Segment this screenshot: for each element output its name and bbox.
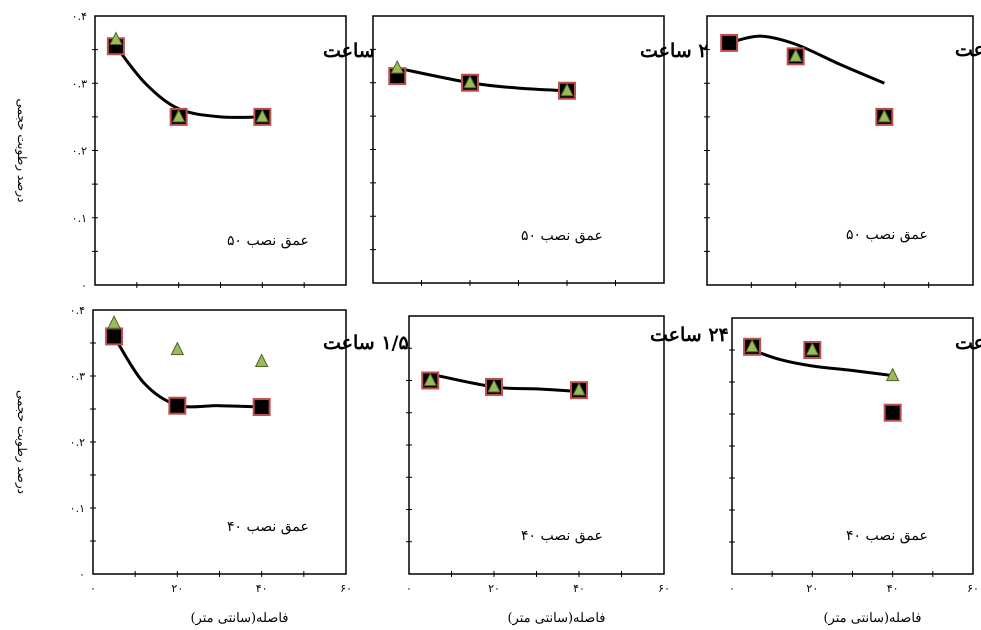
chart-panel-4: ۰ ۰.۱ ۰.۲ ۰.۳ ۰.۴ ۰ ۲۰ ۴۰ ۶۰ درصد رطوبت حجمی فاصله… <box>15 304 409 626</box>
square-marker <box>105 327 124 346</box>
plot-frame <box>372 15 665 284</box>
panel-note: عمق نصب ۴۰ <box>227 519 309 535</box>
triangle-marker <box>877 108 892 123</box>
y-tick-label: ۰.۳ <box>72 77 87 90</box>
triangle-marker <box>805 341 820 356</box>
y-tick-label: ۰.۲ <box>72 145 87 158</box>
plot-frame <box>408 315 665 575</box>
x-axis-label: فاصله(سانتی متر) <box>190 611 288 626</box>
panel-title: ۶ ساعت <box>955 332 981 354</box>
y-tick-label: ۰.۱ <box>72 212 87 225</box>
panel-note: عمق نصب ۵۰ <box>227 233 309 249</box>
panel-title: ۶ساعت <box>955 39 981 61</box>
panel-note: عمق نصب ۵۰ <box>846 227 928 243</box>
x-tick-label: ۴۰ <box>887 582 899 595</box>
x-tick-label: ۰ <box>729 582 735 595</box>
x-tick-label: ۴۰ <box>573 582 585 595</box>
y-tick-label: ۰.۴ <box>72 10 87 23</box>
x-tick-label: ۰ <box>90 582 96 595</box>
x-tick-label: ۶۰ <box>658 582 670 595</box>
y-axis-label: درصد رطوبت حجمی <box>15 390 29 494</box>
plot-frame <box>92 309 347 575</box>
x-tick-label: ۰ <box>406 582 412 595</box>
fitted-curve <box>429 372 580 393</box>
triangle-marker <box>487 378 501 393</box>
triangle-marker <box>572 382 586 396</box>
square-marker <box>252 398 271 417</box>
x-tick-label: ۲۰ <box>806 582 818 595</box>
triangle-marker <box>423 372 438 386</box>
y-tick-label: ۰.۲ <box>70 436 85 449</box>
x-axis-label: فاصله(سانتی متر) <box>507 611 605 626</box>
y-tick-label: ۰ <box>81 279 87 292</box>
triangle-marker <box>254 353 269 367</box>
triangle-marker <box>255 108 270 123</box>
x-tick-label: ۲۰ <box>488 582 500 595</box>
chart-panel-3: ۶ساعت عمق نصب ۵۰ <box>704 15 981 288</box>
triangle-marker <box>788 48 803 62</box>
y-tick-label: ۰.۴ <box>70 304 85 317</box>
square-marker <box>883 403 902 422</box>
triangle-marker <box>170 341 185 356</box>
panel-title: ۱/۵ ساعت <box>323 332 409 354</box>
x-axis-label: فاصله(سانتی متر) <box>823 611 921 626</box>
fitted-curve <box>751 348 893 378</box>
triangle-marker <box>560 82 574 97</box>
x-tick-label: ۲۰ <box>171 582 183 595</box>
fitted-curve <box>396 66 568 93</box>
plot-frame <box>94 15 347 286</box>
triangle-marker <box>463 74 477 89</box>
panel-note: عمق نصب ۴۰ <box>846 528 928 544</box>
x-tick-label: ۶۰ <box>340 582 352 595</box>
plot-frame <box>706 15 974 286</box>
triangle-marker <box>109 31 123 46</box>
plot-frame <box>731 317 974 575</box>
x-tick-label: ۶۰ <box>967 582 979 595</box>
chart-panel-6: ۰ ۲۰ ۴۰ ۶۰ فاصله(سانتی متر) ۶ ساعت عمق نصب ۴۰ <box>729 317 981 626</box>
panel-title: ۲۴ ساعت <box>650 324 729 346</box>
panel-note: عمق نصب ۴۰ <box>521 528 603 544</box>
triangle-marker <box>745 338 759 353</box>
y-tick-label: ۰ <box>79 568 85 581</box>
square-marker <box>720 33 739 52</box>
fitted-curve <box>728 34 885 85</box>
x-tick-label: ۴۰ <box>256 582 268 595</box>
chart-panel-2: ۲۴ ساعت عمق نصب ۵۰ <box>370 15 719 286</box>
panel-note: عمق نصب ۵۰ <box>521 228 603 244</box>
triangle-marker <box>390 59 405 74</box>
triangle-marker <box>107 315 121 329</box>
triangle-marker <box>171 108 186 123</box>
y-tick-label: ۰.۱ <box>70 502 85 515</box>
triangle-marker <box>885 367 900 382</box>
y-axis-label: درصد رطوبت حجمی <box>15 98 29 202</box>
panel-title: ۲۴ ساعت <box>640 40 719 62</box>
y-tick-label: ۰.۳ <box>70 370 85 383</box>
square-marker <box>168 396 187 415</box>
chart-panel-5: ۰ ۲۰ ۴۰ ۶۰ فاصله(سانتی متر) ۲۴ ساعت عمق نصب ۴۰ <box>406 315 729 626</box>
